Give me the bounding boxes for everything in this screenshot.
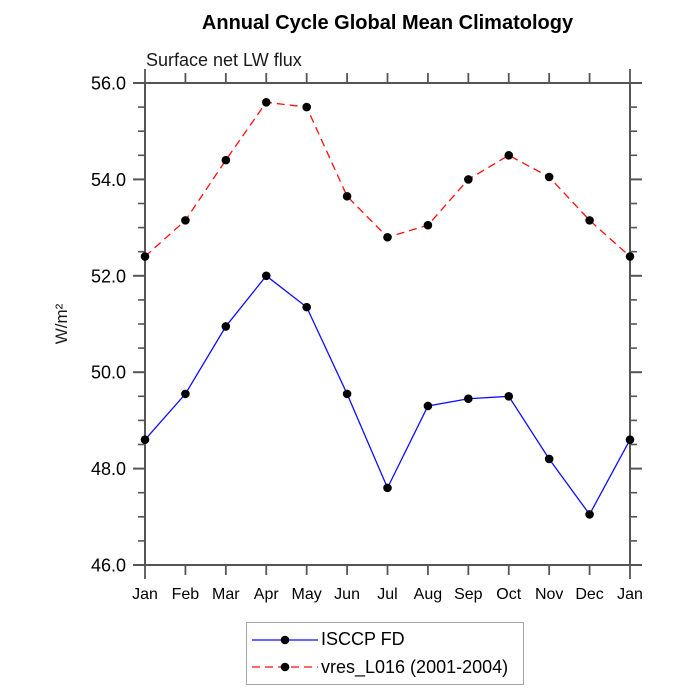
x-tick-label: May xyxy=(292,586,322,603)
series-1-marker xyxy=(423,220,433,230)
y-tick-label: 54.0 xyxy=(91,170,126,190)
x-tick-label: Mar xyxy=(212,586,240,603)
plot-box xyxy=(144,82,631,566)
series-1-marker xyxy=(140,252,150,261)
x-tick-label: Jan xyxy=(132,586,158,603)
x-tick-label: Dec xyxy=(575,586,603,603)
series-0-marker xyxy=(342,389,352,399)
series-0-marker xyxy=(221,322,231,331)
x-tick-label: Apr xyxy=(254,586,280,603)
chart-title: Annual Cycle Global Mean Climatology xyxy=(201,12,574,34)
x-tick-label: Oct xyxy=(496,586,521,603)
series-0-marker xyxy=(181,389,190,399)
legend-label-0: ISCCP FD xyxy=(321,629,405,650)
y-tick-label: 52.0 xyxy=(91,266,126,286)
x-tick-label: Jan xyxy=(617,586,643,603)
legend-sample-0 xyxy=(252,635,318,644)
series-0-marker xyxy=(625,435,635,444)
series-line-0 xyxy=(144,274,631,516)
series-0-marker xyxy=(464,394,473,404)
x-tick-label: Jun xyxy=(334,586,360,603)
legend-item: ISCCP FD xyxy=(251,627,523,653)
x-tick-label: Aug xyxy=(414,586,442,603)
series-1-marker xyxy=(342,191,352,201)
series-0-marker xyxy=(544,454,554,464)
series-0-marker xyxy=(423,401,433,411)
series-0-marker xyxy=(302,302,311,312)
legend-item: vres_L016 (2001-2004) xyxy=(251,654,523,680)
series-0-marker xyxy=(504,392,514,401)
series-1-marker xyxy=(302,102,311,112)
y-tick-label: 48.0 xyxy=(91,459,126,479)
series-1-marker xyxy=(504,151,514,160)
series-0-marker xyxy=(261,271,271,281)
series-0-marker xyxy=(585,510,594,519)
series-1-marker xyxy=(544,172,554,182)
series-1-marker xyxy=(464,175,473,184)
legend-sample-1 xyxy=(252,663,318,672)
series-1-marker xyxy=(383,232,392,242)
x-tick-label: Jul xyxy=(377,586,397,603)
x-tick-label: Feb xyxy=(172,586,200,603)
series-0-marker xyxy=(140,435,150,444)
x-tick-label: Nov xyxy=(535,586,563,603)
x-tick-label: Sep xyxy=(454,586,483,603)
legend-marker-dot-0 xyxy=(280,635,290,644)
series-1-marker xyxy=(181,216,190,225)
plot-area: 46.0 48.0 50.0 52.0 54.0 56.0 Jan Feb Mar Apr May J… xyxy=(91,69,643,603)
y-tick-label: 56.0 xyxy=(91,74,126,94)
chart-subtitle: Surface net LW flux xyxy=(146,50,302,70)
series-0-marker xyxy=(383,483,392,493)
series-1-marker xyxy=(221,155,231,165)
series-1-marker xyxy=(261,97,271,107)
legend-label-1: vres_L016 (2001-2004) xyxy=(321,656,509,677)
series-1-marker xyxy=(585,216,594,225)
legend-marker-dot-1 xyxy=(280,663,290,672)
series-1-marker xyxy=(625,252,635,261)
legend: ISCCP FD vres_L016 (2001-2004) xyxy=(246,622,524,685)
y-tick-label: 50.0 xyxy=(91,363,126,383)
y-tick-label: 46.0 xyxy=(91,556,126,576)
